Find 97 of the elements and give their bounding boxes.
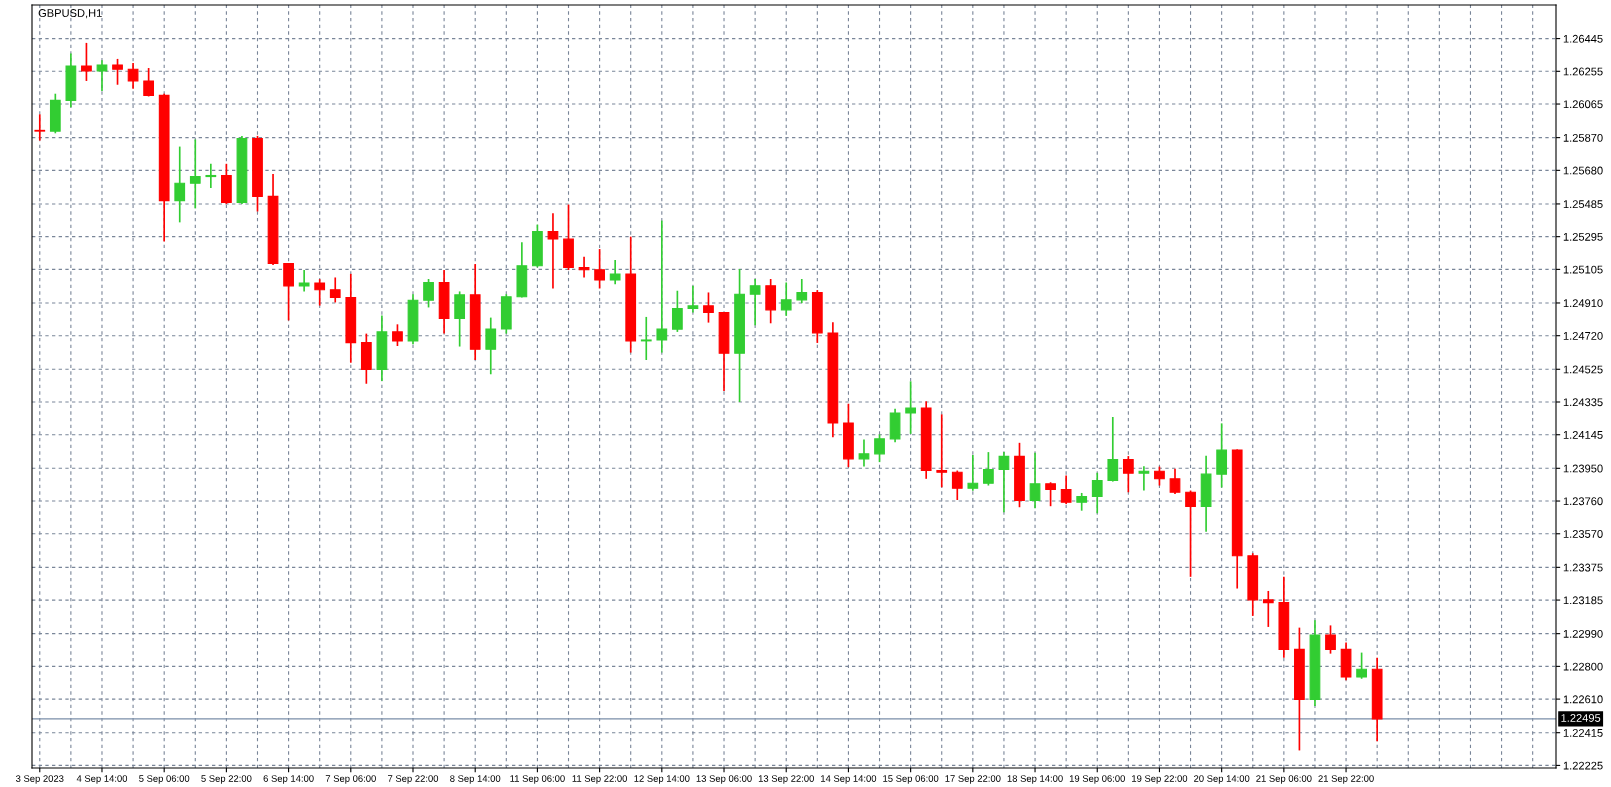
y-tick-label: 1.25680 — [1563, 166, 1603, 175]
candlestick — [485, 316, 497, 376]
x-tick-label: 8 Sep 14:00 — [450, 775, 501, 784]
y-tick-label: 1.26255 — [1563, 67, 1603, 76]
candlestick — [905, 380, 917, 435]
x-tick-label: 17 Sep 22:00 — [945, 775, 1001, 784]
candlestick — [1185, 489, 1196, 578]
y-tick-label: 1.23950 — [1563, 464, 1603, 473]
y-tick-label: 1.24525 — [1563, 365, 1603, 374]
x-tick-label: 13 Sep 06:00 — [696, 775, 752, 784]
candlestick — [656, 219, 668, 354]
candlestick — [189, 138, 201, 210]
candlestick — [874, 433, 885, 463]
x-tick-label: 19 Sep 06:00 — [1069, 775, 1125, 784]
candlestick — [796, 278, 808, 304]
y-tick-label: 1.25295 — [1563, 232, 1603, 241]
candlestick — [1107, 416, 1119, 483]
candlestick — [594, 248, 605, 290]
candlestick — [298, 269, 310, 293]
candlestick — [1122, 455, 1134, 494]
y-tick-label: 1.22610 — [1563, 695, 1603, 704]
x-tick-label: 4 Sep 14:00 — [76, 775, 128, 784]
candlestick — [423, 278, 434, 309]
x-tick-label: 11 Sep 06:00 — [510, 775, 565, 784]
y-tick-label: 1.23185 — [1563, 596, 1603, 605]
y-tick-label: 1.25105 — [1563, 265, 1603, 274]
candlestick — [1356, 651, 1367, 680]
x-tick-label: 14 Sep 14:00 — [821, 775, 877, 784]
chart-title: GBPUSD,H1 — [38, 9, 102, 19]
y-tick-label: 1.24910 — [1563, 299, 1603, 308]
candlestick — [671, 289, 683, 333]
candlestick — [967, 454, 979, 492]
candlestick — [34, 113, 46, 142]
candlestick — [205, 162, 217, 189]
candlestick — [1138, 465, 1150, 492]
candlestick — [640, 316, 652, 361]
x-tick-label: 7 Sep 06:00 — [325, 775, 376, 784]
candlestick — [858, 438, 870, 468]
candlestick — [392, 323, 403, 347]
candlestick — [547, 212, 559, 290]
candlestick — [936, 413, 948, 489]
candlestick — [283, 262, 294, 322]
candlestick — [983, 451, 994, 487]
candlestick — [1154, 465, 1165, 487]
x-tick-label: 19 Sep 22:00 — [1132, 775, 1188, 784]
ref-line-label: 1.22495 — [1561, 714, 1601, 722]
candlestick — [1262, 590, 1274, 628]
y-tick-label: 1.23570 — [1563, 530, 1603, 538]
candlestick — [609, 259, 621, 286]
x-tick-label: 13 Sep 22:00 — [758, 775, 814, 784]
candlestick — [81, 42, 92, 82]
candlestick — [998, 451, 1010, 514]
y-tick-label: 1.22415 — [1563, 728, 1603, 737]
candlestick — [1169, 467, 1181, 495]
x-tick-label: 11 Sep 22:00 — [572, 775, 627, 784]
y-tick-label: 1.23760 — [1563, 497, 1603, 506]
x-tick-label: 7 Sep 22:00 — [388, 775, 439, 784]
candlestick — [1325, 624, 1336, 655]
y-tick-label: 1.23375 — [1563, 563, 1603, 572]
y-tick-label: 1.22800 — [1563, 662, 1603, 671]
candlestick — [1045, 481, 1056, 508]
y-tick-label: 1.25870 — [1563, 133, 1603, 142]
y-tick-label: 1.22990 — [1563, 629, 1603, 638]
x-tick-label: 21 Sep 22:00 — [1318, 775, 1374, 784]
candlestick — [1091, 471, 1103, 515]
candlestick — [174, 145, 186, 224]
candlestick — [687, 284, 699, 314]
x-tick-label: 6 Sep 14:00 — [263, 775, 314, 784]
y-tick-label: 1.24720 — [1563, 331, 1603, 340]
x-tick-label: 12 Sep 14:00 — [634, 775, 690, 784]
candlestick — [780, 281, 792, 317]
x-tick-label: 3 Sep 2023 — [15, 775, 64, 784]
candlestick — [112, 58, 123, 86]
y-tick-label: 1.24335 — [1563, 398, 1603, 407]
candlestick — [127, 62, 139, 90]
candlestick — [454, 290, 466, 348]
y-tick-label: 1.22225 — [1563, 761, 1603, 770]
y-tick-label: 1.26445 — [1563, 34, 1603, 43]
x-tick-label: 5 Sep 22:00 — [201, 775, 252, 784]
candlestick — [96, 59, 108, 92]
x-tick-label: 5 Sep 06:00 — [139, 775, 190, 784]
candlestick — [314, 278, 326, 307]
candlestick — [1029, 451, 1041, 510]
x-tick-label: 21 Sep 06:00 — [1256, 775, 1312, 784]
y-tick-label: 1.25485 — [1563, 200, 1603, 209]
y-tick-label: 1.26065 — [1563, 100, 1603, 109]
x-tick-label: 15 Sep 06:00 — [883, 775, 939, 784]
candlestick — [143, 67, 155, 98]
candlestick — [578, 255, 590, 279]
candlestick — [329, 276, 341, 304]
candlestick — [1060, 474, 1072, 505]
candlestick — [703, 291, 714, 324]
candlestick — [749, 278, 761, 327]
x-tick-label: 20 Sep 14:00 — [1194, 775, 1250, 784]
y-tick-label: 1.24145 — [1563, 430, 1603, 439]
candlestick — [951, 469, 963, 501]
x-tick-label: 18 Sep 14:00 — [1007, 775, 1063, 784]
